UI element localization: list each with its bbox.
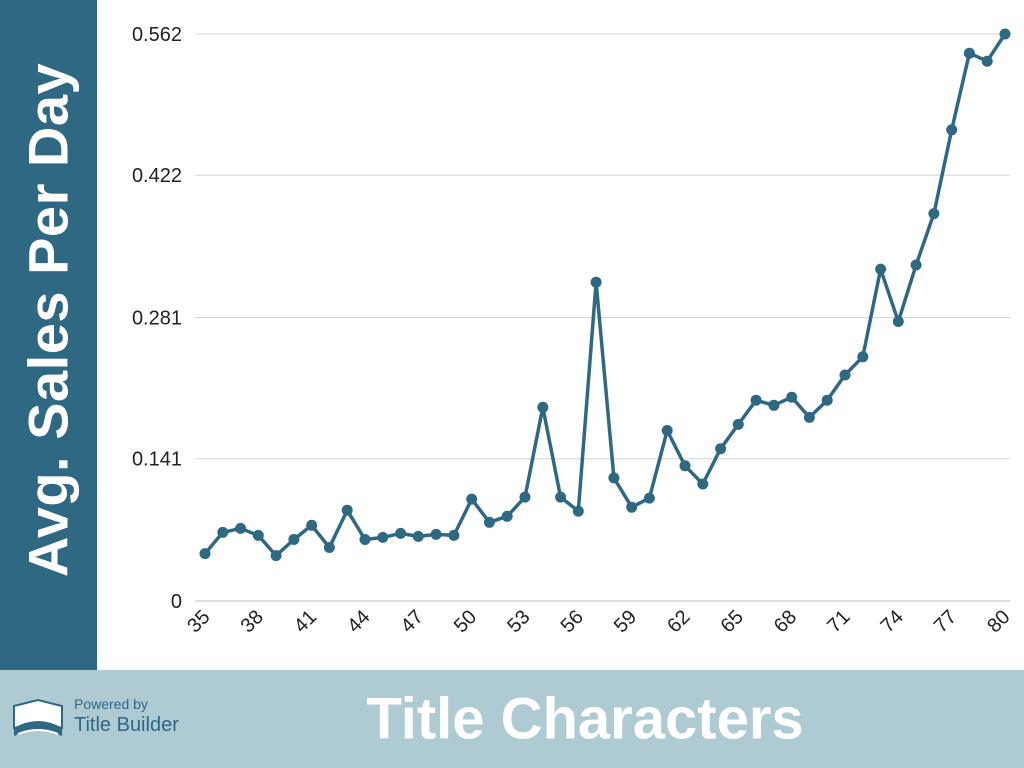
- data-point: [323, 542, 335, 553]
- x-axis-label: Title Characters: [366, 686, 804, 752]
- data-point: [412, 530, 424, 542]
- data-point: [892, 316, 904, 327]
- data-point: [626, 501, 638, 513]
- data-point: [803, 411, 815, 423]
- data-point: [732, 418, 744, 430]
- x-tick-label: 68: [770, 606, 801, 637]
- data-point: [910, 259, 922, 271]
- y-tick-label: 0.141: [132, 449, 182, 471]
- data-point: [590, 276, 602, 288]
- data-point: [501, 510, 513, 522]
- x-axis-label-footer: Powered by Title Builder Title Character…: [0, 670, 1024, 768]
- series-line: [203, 33, 1007, 558]
- data-point: [341, 504, 353, 516]
- data-point: [946, 124, 958, 136]
- x-tick-label: 50: [450, 606, 481, 637]
- data-point: [430, 528, 442, 540]
- y-tick-labels: 0 0.141 0.281 0.422 0.562: [132, 24, 182, 613]
- x-tick-label: 41: [290, 606, 321, 637]
- line-chart: 0 0.141 0.281 0.422 0.562 35 38 41 44 47 50 53 56 59…: [132, 24, 1015, 637]
- y-tick-label: 0.562: [132, 24, 182, 46]
- data-point: [395, 527, 407, 539]
- data-point: [483, 516, 495, 528]
- data-point: [448, 529, 460, 541]
- book-logo-icon: [13, 698, 63, 736]
- data-point: [572, 505, 584, 517]
- data-point: [750, 394, 762, 406]
- data-point: [839, 369, 851, 381]
- data-point: [306, 519, 318, 531]
- data-point: [270, 550, 282, 562]
- x-tick-label: 77: [930, 606, 961, 637]
- data-point: [875, 263, 887, 275]
- data-point: [199, 548, 211, 560]
- data-point: [981, 55, 993, 67]
- x-tick-label: 38: [237, 606, 268, 637]
- data-point: [697, 478, 709, 490]
- x-tick-label: 35: [183, 606, 214, 637]
- x-tick-label: 59: [610, 606, 641, 637]
- data-point: [679, 460, 691, 472]
- data-point: [377, 531, 389, 543]
- data-point: [963, 47, 975, 59]
- data-point: [359, 534, 371, 545]
- x-tick-label: 56: [557, 606, 588, 637]
- data-point: [466, 493, 478, 505]
- powered-by-text: Powered by: [74, 696, 148, 712]
- grid-lines: [195, 33, 1010, 602]
- data-point: [715, 443, 727, 455]
- data-point: [643, 492, 655, 504]
- data-point: [519, 491, 531, 503]
- data-point: [608, 472, 620, 484]
- y-tick-label: 0: [171, 591, 182, 613]
- x-tick-label: 80: [983, 606, 1014, 637]
- brand-name: Title Builder: [74, 714, 179, 736]
- data-point: [252, 529, 264, 541]
- data-point: [999, 28, 1011, 40]
- data-point: [821, 394, 833, 406]
- y-tick-label: 0.281: [132, 308, 182, 330]
- x-tick-label: 74: [877, 606, 908, 637]
- y-axis-label-panel: Avg. Sales Per Day: [0, 0, 97, 670]
- data-point: [555, 491, 567, 503]
- data-point: [768, 399, 780, 411]
- x-tick-label: 62: [663, 606, 694, 637]
- branding: Powered by Title Builder: [10, 694, 210, 744]
- data-point: [235, 522, 247, 534]
- x-tick-label: 53: [503, 606, 534, 637]
- data-points: [199, 28, 1011, 562]
- x-tick-label: 47: [397, 606, 428, 637]
- x-tick-labels: 35 38 41 44 47 50 53 56 59 62 65 68 71 74 77 80: [183, 606, 1014, 637]
- y-tick-label: 0.422: [132, 165, 182, 187]
- data-point: [786, 391, 798, 403]
- data-point: [288, 534, 300, 545]
- x-tick-label: 65: [717, 606, 748, 637]
- data-point: [928, 208, 940, 220]
- x-tick-label: 44: [343, 606, 374, 637]
- x-tick-label: 71: [823, 606, 854, 637]
- data-point: [217, 526, 229, 538]
- data-point: [661, 425, 673, 436]
- data-point: [537, 401, 549, 413]
- data-point: [857, 351, 869, 363]
